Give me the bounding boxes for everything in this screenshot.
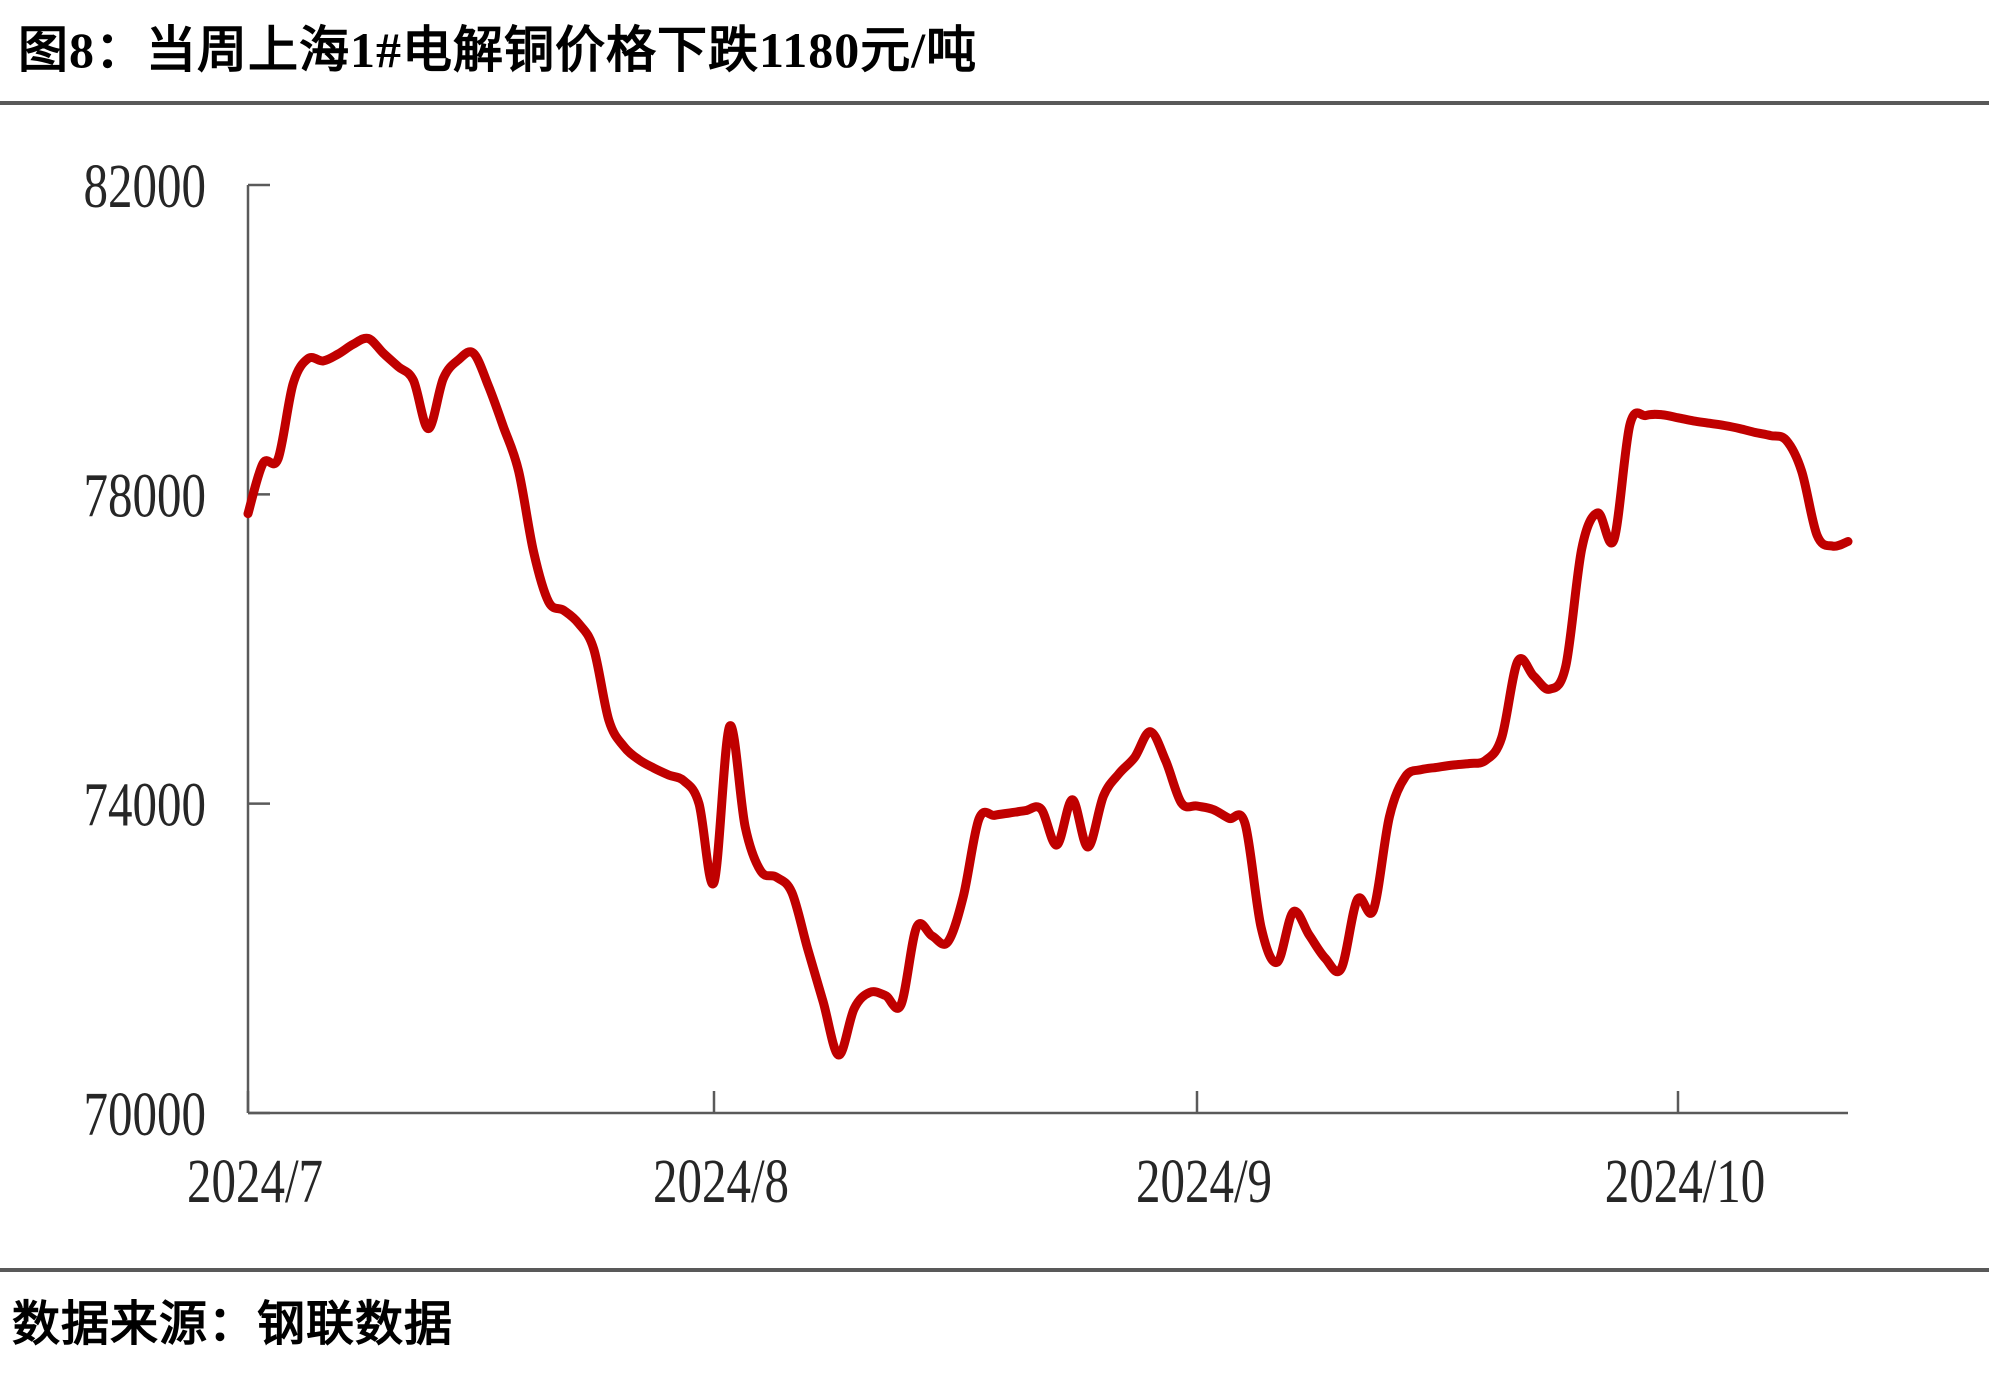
price-line-series [243, 333, 1853, 1060]
top-divider-rule [0, 101, 1989, 105]
bottom-divider-rule [0, 1268, 1989, 1272]
x-tick-label-2024-10: 2024/10 [1605, 1147, 1766, 1216]
y-tick-label-70000: 70000 [84, 1080, 206, 1149]
axis-labels-layer: 82000 78000 74000 70000 2024/7 2024/8 20… [84, 152, 1766, 1216]
data-source-label: 数据来源：钢联数据 [12, 1298, 454, 1351]
x-tick-label-2024-8: 2024/8 [653, 1147, 789, 1216]
axes-layer [246, 183, 1848, 1115]
y-tick-label-74000: 74000 [84, 771, 206, 840]
x-tick-label-2024-9: 2024/9 [1136, 1147, 1272, 1216]
x-tick-label-2024-7: 2024/7 [187, 1147, 323, 1216]
figure-title: 图8：当周上海1#电解铜价格下跌1180元/吨 [18, 22, 978, 78]
y-tick-label-82000: 82000 [84, 152, 206, 221]
y-tick-label-78000: 78000 [84, 462, 206, 531]
